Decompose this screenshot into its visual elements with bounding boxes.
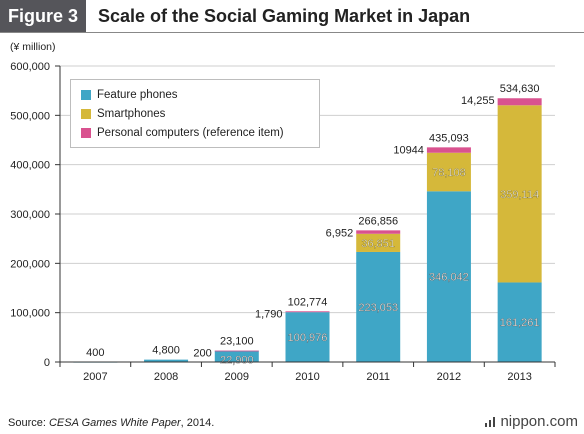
x-tick-label: 2010 (295, 371, 319, 383)
legend-label-personal-computers: Personal computers (reference item) (97, 127, 284, 139)
source-suffix: , 2014. (181, 417, 215, 429)
data-label-feature-phones: 161,261 (500, 317, 540, 329)
x-tick-label: 2007 (83, 371, 107, 383)
x-tick-label: 2008 (154, 371, 178, 383)
legend-swatch-personal-computers (81, 128, 91, 138)
data-label-total: 23,100 (220, 336, 254, 348)
brand-name: nippon.com (500, 413, 578, 430)
data-label-personal-computers: 6,952 (326, 227, 354, 239)
source-publication: CESA Games White Paper (49, 417, 181, 429)
y-tick-label: 600,000 (10, 61, 50, 73)
legend-swatch-smartphones (81, 109, 91, 119)
legend-label-smartphones: Smartphones (97, 108, 165, 120)
data-label-total: 4,800 (152, 345, 180, 357)
legend-item-personal-computers: Personal computers (reference item) (81, 123, 309, 142)
x-tick-label: 2013 (507, 371, 531, 383)
y-tick-label: 100,000 (10, 308, 50, 320)
x-tick-label: 2009 (225, 371, 249, 383)
data-label-smartphones: 36,851 (361, 238, 395, 250)
data-label-personal-computers: 1,790 (255, 308, 283, 320)
data-label-feature-phones: 100,976 (288, 332, 328, 344)
bar-personal-computers (498, 98, 542, 105)
data-label-feature-phones: 22,900 (220, 355, 254, 367)
legend-label-feature-phones: Feature phones (97, 89, 178, 101)
signal-bars-icon (485, 417, 497, 427)
legend-swatch-feature-phones (81, 90, 91, 100)
data-label-total: 266,856 (358, 215, 398, 227)
y-tick-label: 500,000 (10, 110, 50, 122)
x-tick-label: 2012 (437, 371, 461, 383)
data-label-feature-phones: 223,053 (358, 302, 398, 314)
data-label-personal-computers: 10944 (393, 144, 424, 156)
data-label-total: 102,774 (288, 296, 328, 308)
bar-personal-computers (286, 311, 330, 312)
legend-item-feature-phones: Feature phones (81, 85, 309, 104)
data-label-total: 400 (86, 347, 104, 359)
source-note: Source: CESA Games White Paper, 2014. (8, 417, 214, 429)
data-label-smartphones: 359,114 (500, 189, 539, 201)
bar-personal-computers (427, 147, 471, 152)
data-label-total: 435,093 (429, 132, 469, 144)
data-label-feature-phones: 346,042 (429, 272, 469, 284)
y-tick-label: 300,000 (10, 209, 50, 221)
data-label-personal-computers: 14,255 (461, 95, 495, 107)
source-prefix: Source: (8, 417, 49, 429)
bar-personal-computers (215, 351, 259, 352)
bar-personal-computers (356, 230, 400, 233)
y-tick-label: 400,000 (10, 160, 50, 172)
y-axis-unit-label: (¥ million) (10, 41, 56, 53)
data-label-total: 534,630 (500, 83, 540, 95)
chart-legend: Feature phones Smartphones Personal comp… (70, 79, 320, 148)
data-label-personal-computers: 200 (193, 348, 211, 360)
brand-logo: nippon.com (485, 413, 578, 430)
x-tick-label: 2011 (366, 371, 390, 383)
data-label-smartphones: 78,108 (432, 167, 466, 179)
legend-item-smartphones: Smartphones (81, 104, 309, 123)
y-tick-label: 0 (44, 357, 50, 369)
y-tick-label: 200,000 (10, 258, 50, 270)
